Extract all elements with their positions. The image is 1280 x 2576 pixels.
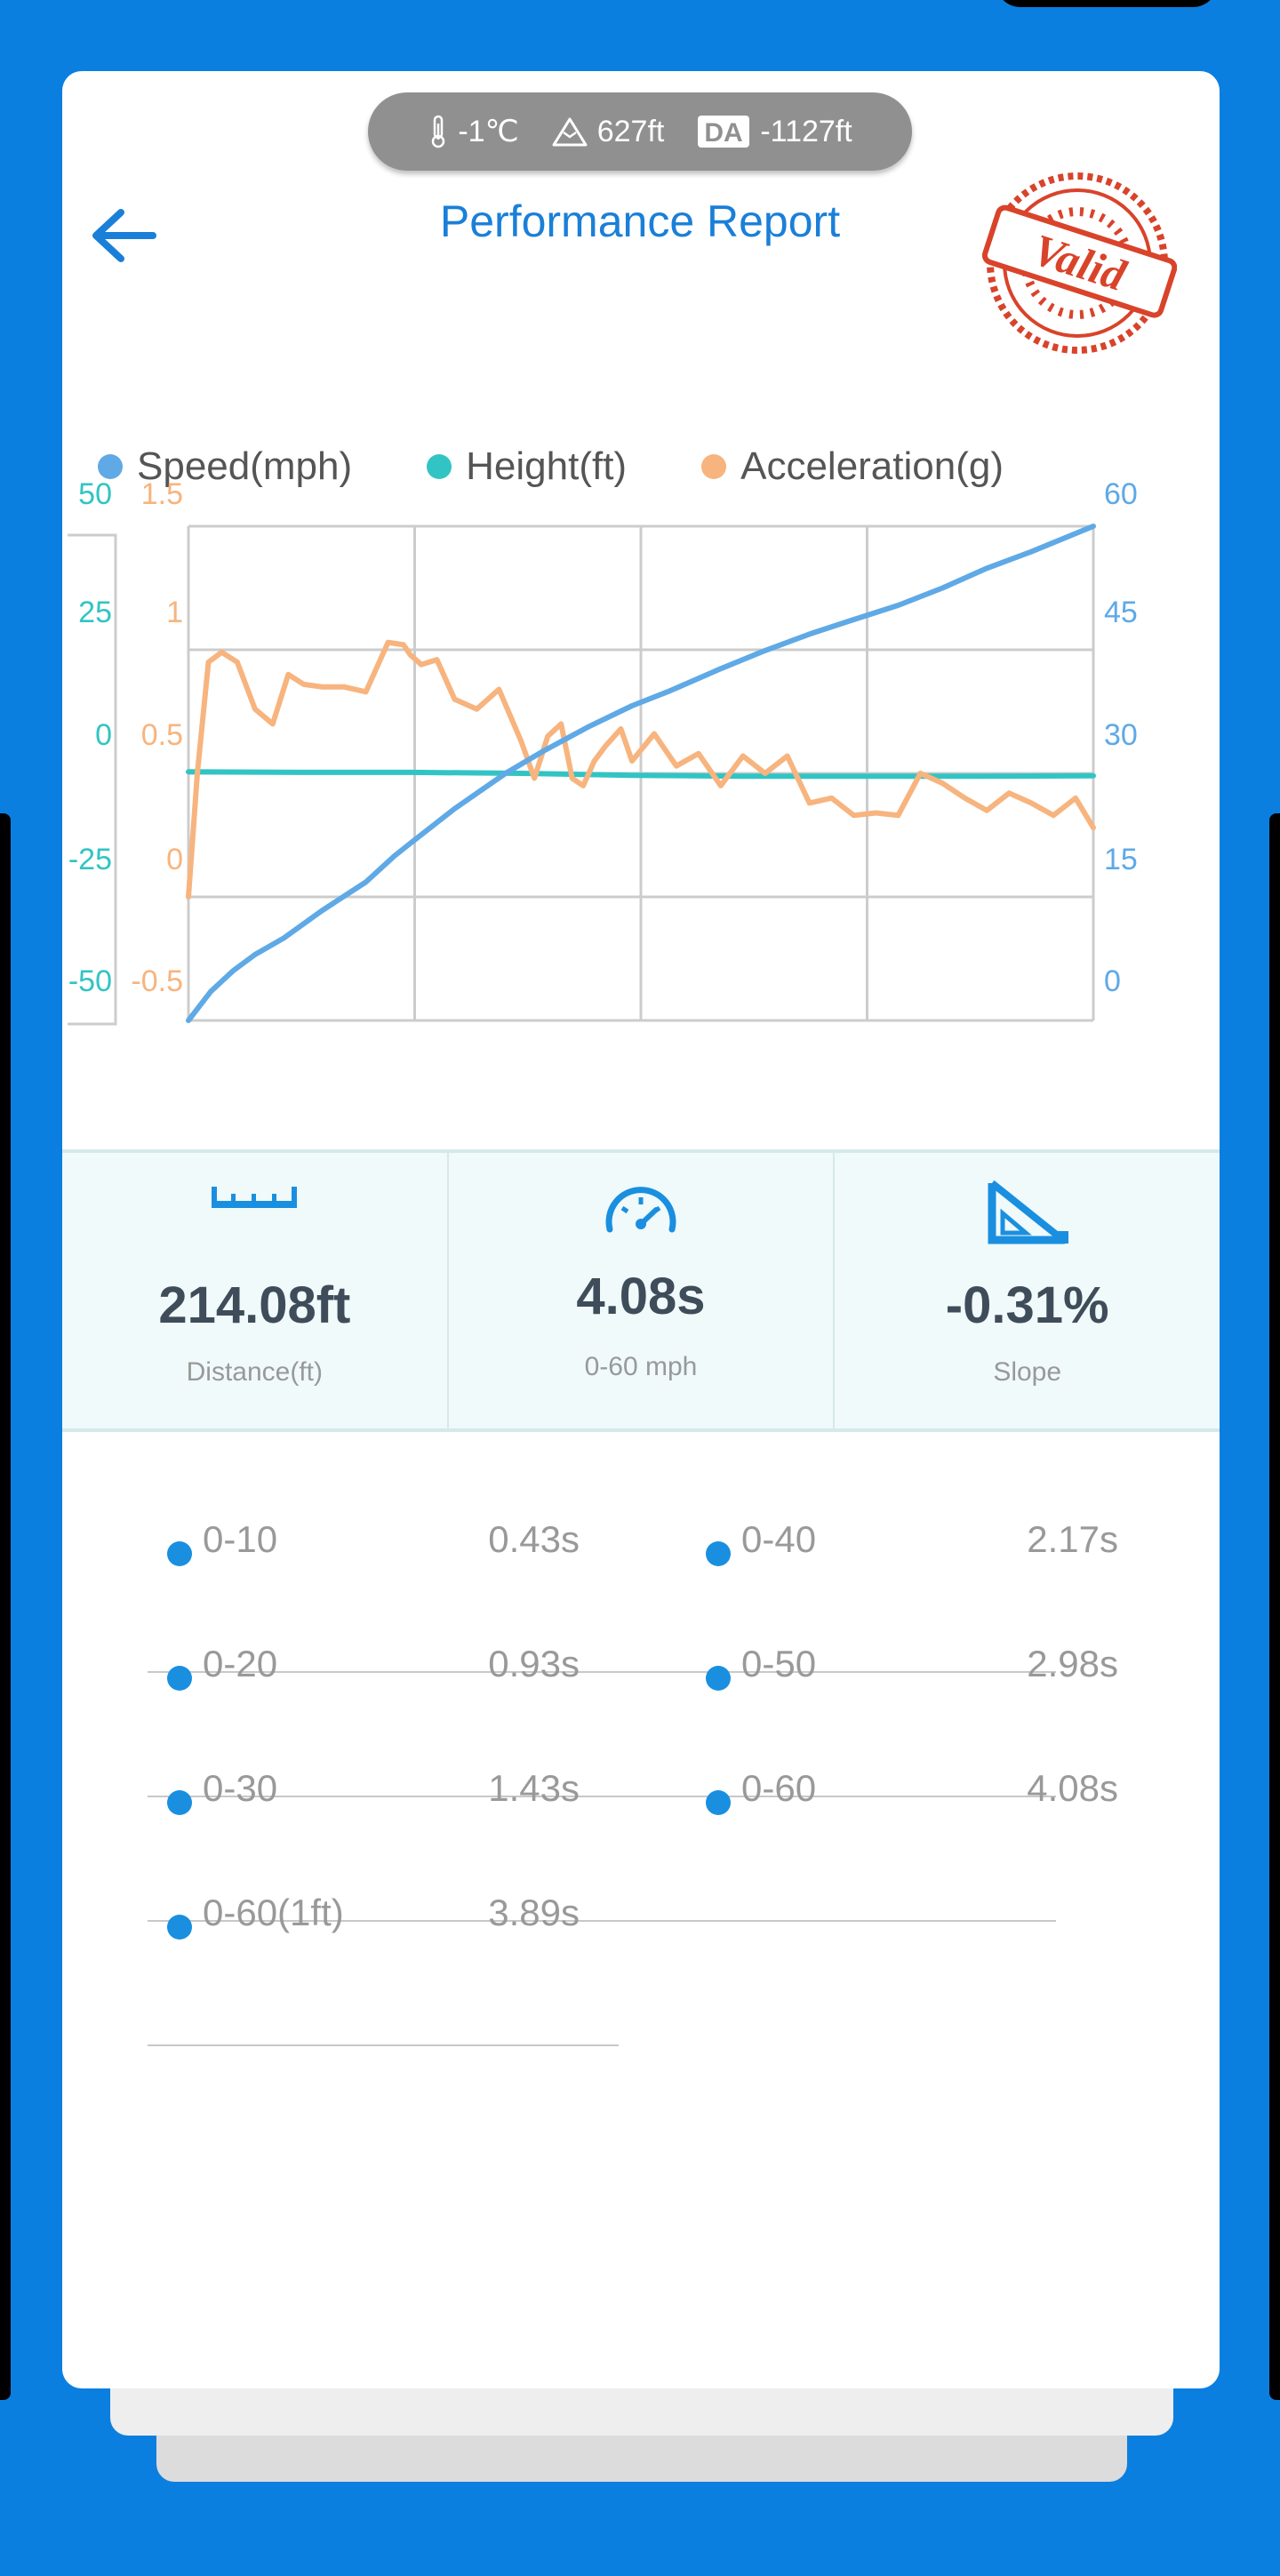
temperature-value: -1℃ (458, 115, 519, 148)
split-name: 0-30 (203, 1767, 278, 1809)
split-bullet (167, 1541, 192, 1566)
performance-chart: 50 25 0 -25 -50 1.5 1 0.5 0 -0.5 60 45 30 15 0 (68, 477, 1138, 1026)
split-time: 0.93s (488, 1643, 580, 1684)
density-altitude-readout: DA -1127ft (696, 114, 852, 149)
speed-axis-tick: 60 (1104, 477, 1138, 511)
speed-axis-tick: 15 (1104, 843, 1138, 876)
stat-label: 0-60 mph (584, 1352, 698, 1381)
height-axis-tick: 25 (78, 596, 112, 629)
acceleration-axis-tick: 1 (166, 596, 183, 629)
report-card: -1℃ 627ft DA -1127ft Performance Report (62, 71, 1220, 2388)
split-bullet (706, 1666, 731, 1691)
split-divider (148, 1671, 1056, 1673)
split-item: 0-50 2.98s (663, 1618, 1140, 1742)
slope-icon (988, 1180, 1068, 1244)
camera-notch (996, 0, 1218, 7)
split-divider (148, 1920, 1056, 1922)
split-bullet (167, 1666, 192, 1691)
split-bullet (706, 1790, 731, 1815)
split-name: 0-60(1ft) (203, 1892, 344, 1933)
speed-axis-tick: 30 (1104, 718, 1138, 752)
split-time: 4.08s (1027, 1767, 1118, 1809)
density-altitude-icon: DA (698, 116, 750, 148)
stat-value: 214.08ft (158, 1276, 351, 1334)
acceleration-axis-tick: 0.5 (141, 718, 183, 752)
chart-legend: Speed(mph) Height(ft) Acceleration(g) (98, 444, 1078, 489)
height-axis-tick: 0 (95, 718, 112, 752)
split-item: 0-30 1.43s (124, 1742, 601, 1867)
height-axis-tick: -25 (68, 843, 112, 876)
split-name: 0-40 (741, 1518, 817, 1560)
legend-dot (98, 454, 123, 479)
back-button[interactable] (84, 196, 164, 276)
temperature-readout: -1℃ (428, 114, 519, 149)
device-edge-right (1269, 813, 1280, 2400)
split-item: 0-40 2.17s (663, 1493, 1140, 1618)
stat-zero-to-sixty: 4.08s 0-60 mph (449, 1153, 836, 1428)
legend-item-height: Height(ft) (427, 444, 627, 489)
stats-panel: 214.08ft Distance(ft) 4.08s 0-60 mph - (62, 1149, 1220, 1432)
legend-item-acceleration: Acceleration(g) (701, 444, 1004, 489)
legend-label: Acceleration(g) (740, 444, 1004, 488)
stat-distance: 214.08ft Distance(ft) (62, 1153, 449, 1428)
environment-pill: -1℃ 627ft DA -1127ft (368, 92, 912, 171)
series-line-acceleration (186, 639, 1096, 900)
split-time: 0.43s (488, 1518, 580, 1560)
back-arrow-icon (92, 209, 156, 262)
legend-label: Height(ft) (466, 444, 628, 488)
acceleration-axis-tick: -0.5 (131, 964, 183, 998)
split-time: 3.89s (488, 1892, 580, 1933)
legend-item-speed: Speed(mph) (98, 444, 352, 489)
split-item: 0-20 0.93s (124, 1618, 601, 1742)
height-axis-tick: 50 (78, 477, 112, 511)
split-time: 2.17s (1027, 1518, 1118, 1560)
altitude-value: 627ft (596, 114, 665, 148)
speedometer-icon (605, 1187, 676, 1233)
stat-label: Distance(ft) (186, 1357, 324, 1387)
split-item: 0-60 4.08s (663, 1742, 1140, 1867)
stat-label: Slope (993, 1357, 1062, 1387)
split-bullet (167, 1790, 192, 1815)
split-name: 0-20 (203, 1643, 278, 1684)
legend-dot (701, 454, 727, 479)
density-badge-text: DA (705, 118, 743, 148)
device-edge-left (0, 813, 11, 2400)
split-bullet (167, 1915, 192, 1940)
split-time: 2.98s (1027, 1643, 1118, 1684)
split-name: 0-50 (741, 1643, 817, 1684)
page-title: Performance Report (439, 196, 841, 246)
split-item: 0-60(1ft) 3.89s (124, 1867, 601, 1991)
split-divider (148, 1796, 1056, 1797)
stat-value: -0.31% (945, 1276, 1109, 1334)
split-name: 0-60 (741, 1767, 817, 1809)
altitude-readout: 627ft (551, 114, 665, 149)
stat-slope: -0.31% Slope (835, 1153, 1220, 1428)
density-altitude-value: -1127ft (760, 114, 852, 148)
acceleration-axis-tick: 1.5 (141, 477, 183, 511)
height-axis-tick: -50 (68, 964, 112, 998)
series-line-speed (186, 524, 1096, 1023)
stat-value: 4.08s (576, 1268, 706, 1325)
mountain-icon (552, 117, 588, 147)
height-axis-bracket (68, 533, 117, 1026)
thermometer-icon (432, 115, 445, 148)
split-time: 1.43s (488, 1767, 580, 1809)
split-name: 0-10 (203, 1518, 278, 1560)
split-item: 0-10 0.43s (124, 1493, 601, 1618)
speed-axis-tick: 0 (1104, 964, 1121, 998)
split-bullet (706, 1541, 731, 1566)
legend-label: Speed(mph) (137, 444, 353, 488)
valid-stamp-icon: Valid (981, 172, 1177, 354)
legend-dot (427, 454, 452, 479)
ruler-icon (212, 1187, 298, 1208)
acceleration-axis-tick: 0 (166, 843, 183, 876)
speed-axis-tick: 45 (1104, 596, 1138, 629)
split-divider (148, 2044, 619, 2046)
